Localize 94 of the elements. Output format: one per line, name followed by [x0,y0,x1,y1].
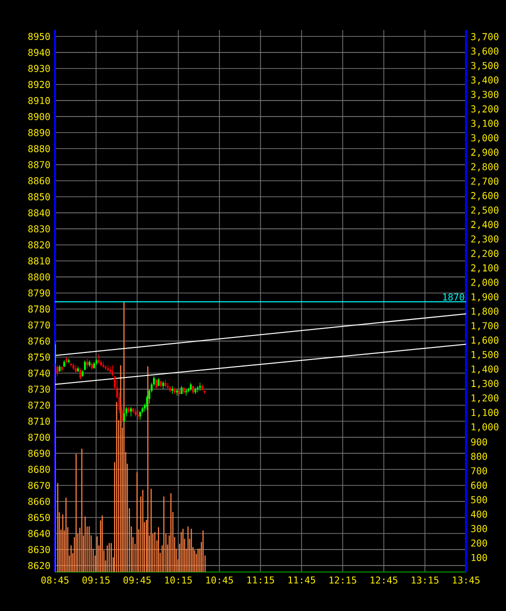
x-tick-label: 09:45 [124,576,151,584]
y2-tick-label: 2,200 [471,250,498,258]
y2-tick-label: 1,000 [472,423,498,432]
y-tick-label: 8940 [28,48,50,56]
y-tick-label: 8820 [28,241,50,248]
candlestick [130,406,132,417]
y-tick-label: 8650 [28,514,50,522]
y-tick-label: 8740 [28,370,50,377]
y2-tick-label: 2,000 [471,278,498,288]
y2-tick-label: 3,300 [471,90,498,100]
candlestick [79,368,82,380]
candlestick [136,410,139,420]
y-tick-label: 8950 [28,32,50,40]
y-tick-label: 8720 [28,402,50,409]
y2-tick-label: 3,700 [471,33,498,42]
y-tick-label: 8850 [28,193,50,200]
x-tick-label: 11:45 [288,576,316,584]
y-tick-label: 8890 [28,129,50,136]
y2-tick-label: 1,100 [472,408,498,418]
y2-tick-label: 2,300 [471,235,498,244]
y2-tick-label: 100 [472,554,487,562]
y2-tick-label: 300 [471,525,487,532]
y2-tick-label: 600 [471,482,487,489]
y-tick-label: 8800 [28,273,50,281]
y-tick-label: 8700 [28,434,50,441]
y2-tick-label: 3,500 [471,62,498,70]
y2-tick-label: 900 [471,438,487,446]
y2-tick-label: 200 [471,540,487,547]
y-tick-label: 8790 [28,289,50,297]
y2-tick-label: 1,800 [472,308,498,316]
y-tick-label: 8900 [28,113,50,120]
y-tick-label: 8770 [28,321,50,329]
y2-tick-label: 3,100 [471,120,498,128]
y-tick-label: 8750 [28,354,50,361]
y2-tick-label: 1,200 [472,394,498,403]
y-tick-label: 8870 [28,161,50,168]
y2-tick-label: 1,500 [472,351,498,360]
x-tick-label: 13:15 [412,576,438,584]
y-tick-label: 8690 [28,450,50,457]
x-tick-label: 09:15 [82,576,110,584]
y2-tick-label: 2,800 [471,163,498,172]
y2-tick-label: 3,600 [471,47,498,56]
y2-tick-label: 500 [471,496,487,504]
y-tick-label: 8620 [28,562,50,570]
y2-tick-label: 1,300 [472,380,498,388]
y-tick-label: 8710 [28,418,50,425]
candlestick [106,364,109,372]
candlestick [188,387,190,393]
x-tick-label: 12:15 [330,576,356,584]
y-tick-label: 8760 [28,337,50,345]
y-tick-label: 8670 [28,482,50,489]
y2-tick-label: 400 [470,510,487,518]
candlestick [199,382,201,392]
y-tick-label: 8920 [28,80,50,88]
y-tick-label: 8640 [28,530,50,538]
candlestick [164,379,166,388]
candlestick [112,364,114,377]
y-tick-label: 8860 [28,177,50,184]
y-tick-label: 8780 [28,305,50,313]
y-tick-label: 8880 [28,145,50,152]
y2-tick-label: 2,600 [471,192,498,200]
y2-tick-label: 700 [471,467,487,474]
y-tick-label: 8730 [28,386,50,393]
y2-tick-label: 2,100 [471,264,498,273]
x-tick-label: 12:45 [370,576,398,584]
x-tick-label: 10:45 [206,576,233,584]
y-tick-label: 8660 [28,498,50,506]
x-tick-label: 11:15 [247,576,274,584]
y2-tick-label: 1,900 [472,293,498,302]
y2-tick-label: 800 [471,452,487,460]
ref-line-label: 1870 [443,293,464,301]
y-tick-label: 8930 [28,64,50,72]
y2-tick-label: 1,600 [472,336,498,345]
y-tick-label: 8830 [28,225,50,232]
y2-tick-label: 2,500 [471,206,498,215]
candlestick [123,410,125,424]
y2-tick-label: 2,900 [471,148,498,158]
y-tick-label: 8630 [28,546,50,554]
y2-tick-label: 3,000 [471,134,498,143]
y2-tick-label: 2,700 [471,178,498,186]
y-tick-label: 8910 [28,96,50,104]
y-tick-label: 8810 [28,257,50,264]
x-tick-label: 13:45 [452,576,480,584]
y2-tick-label: 1,400 [472,365,498,374]
candlestick [176,388,178,396]
y2-tick-label: 3,400 [471,76,498,85]
y-tick-label: 8680 [28,466,50,473]
x-tick-label: 08:45 [41,576,68,584]
y2-tick-label: 2,400 [471,220,498,230]
y-tick-label: 8840 [28,209,50,216]
y2-tick-label: 3,200 [471,105,498,114]
x-tick-label: 10:15 [165,576,192,584]
candlestick [84,360,86,370]
y2-tick-label: 1,700 [472,322,498,330]
